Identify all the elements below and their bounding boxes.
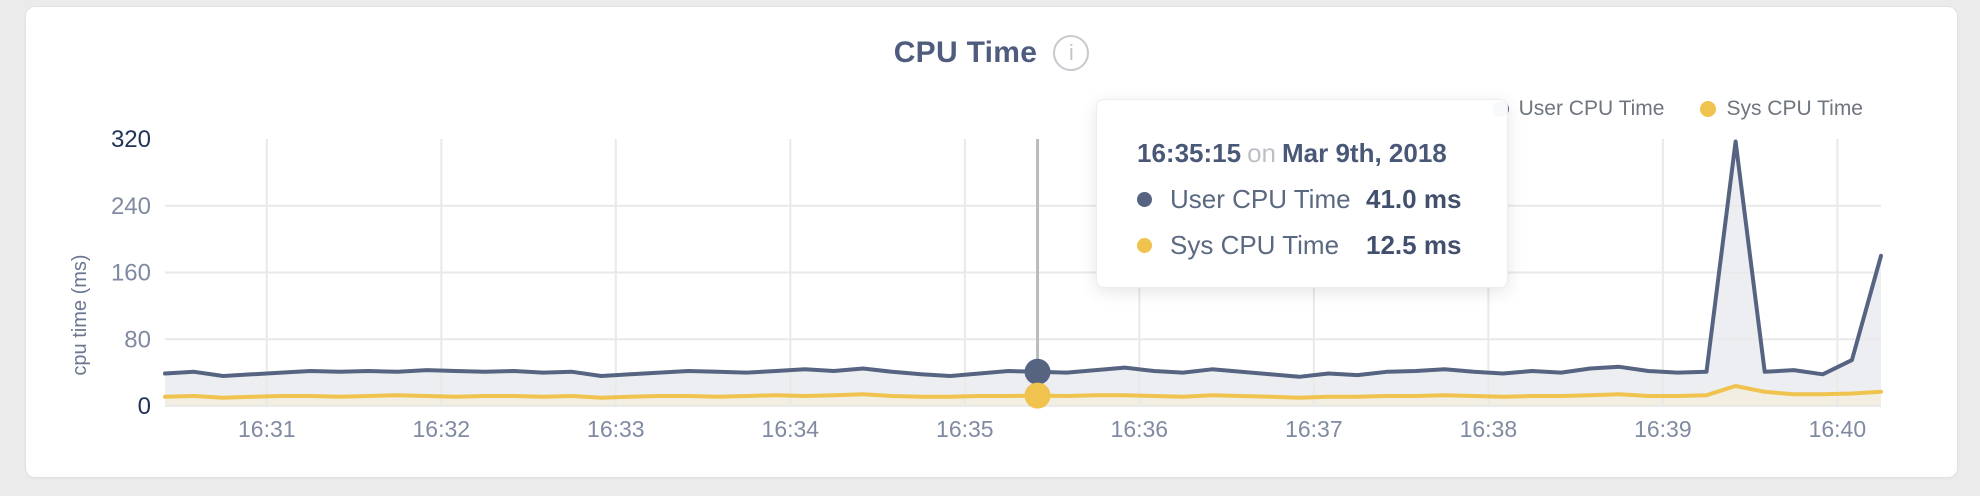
tooltip-label-user: User CPU Time — [1170, 184, 1351, 214]
tooltip-row-user: User CPU Time 41.0 ms — [1137, 184, 1481, 215]
info-icon[interactable]: i — [1053, 35, 1090, 71]
tooltip-label-sys: Sys CPU Time — [1170, 230, 1340, 260]
tooltip-time: 16:35:15 — [1137, 138, 1242, 168]
chart-tooltip: 16:35:15 on Mar 9th, 2018 User CPU Time 41… — [1096, 99, 1508, 288]
info-icon-glyph: i — [1068, 40, 1074, 65]
x-tick-label: 16:38 — [1460, 416, 1518, 442]
chart-header: CPU Time i — [26, 33, 1957, 73]
y-tick-label: 0 — [138, 393, 151, 420]
user-cpu-time-area — [165, 141, 1881, 406]
chart-title: CPU Time — [893, 36, 1038, 69]
y-tick-label: 80 — [124, 326, 151, 353]
x-tick-label: 16:36 — [1111, 416, 1169, 442]
x-tick-label: 16:32 — [413, 416, 471, 442]
legend-dot-sys-icon — [1700, 101, 1717, 117]
user-cpu-time-line — [163, 139, 1883, 379]
tooltip-header: 16:35:15 on Mar 9th, 2018 — [1137, 138, 1481, 169]
x-tick-label: 16:35 — [936, 416, 994, 442]
sys-cpu-time-line — [163, 384, 1883, 400]
chart-legend: User CPU Time Sys CPU Time — [1492, 97, 1863, 121]
tooltip-dot-sys-icon — [1137, 238, 1152, 253]
tooltip-dot-user-icon — [1137, 192, 1152, 207]
tooltip-value-user: 41.0 ms — [1366, 184, 1462, 214]
x-tick-label: 16:31 — [238, 416, 296, 442]
legend-label-user: User CPU Time — [1518, 97, 1665, 120]
cpu-time-chart[interactable]: 0 80 160 240 320 16:31 16:32 16:33 16:34 16:35 16:… — [26, 7, 1957, 477]
cpu-time-panel: 0 80 160 240 320 16:31 16:32 16:33 16:34 16:35 16:… — [25, 6, 1958, 478]
y-tick-label: 320 — [111, 126, 151, 153]
x-tick-label: 16:39 — [1634, 416, 1692, 442]
legend-item-user-cpu-time[interactable]: User CPU Time — [1492, 97, 1665, 121]
hover-marker-user-cpu-time — [1024, 358, 1051, 385]
legend-item-sys-cpu-time[interactable]: Sys CPU Time — [1700, 97, 1863, 121]
tooltip-connector: on — [1247, 138, 1276, 168]
y-axis-title: cpu time (ms) — [69, 254, 91, 375]
tooltip-value-sys: 12.5 ms — [1366, 230, 1462, 260]
tooltip-date: Mar 9th, 2018 — [1282, 138, 1447, 168]
legend-label-sys: Sys CPU Time — [1726, 97, 1863, 120]
tooltip-row-sys: Sys CPU Time 12.5 ms — [1137, 230, 1481, 261]
y-tick-label: 160 — [111, 260, 151, 287]
y-tick-label: 240 — [111, 193, 151, 220]
x-tick-label: 16:34 — [762, 416, 820, 442]
x-tick-label: 16:33 — [587, 416, 645, 442]
x-tick-label: 16:37 — [1285, 416, 1343, 442]
hover-marker-sys-cpu-time — [1024, 382, 1051, 409]
x-tick-label: 16:40 — [1809, 416, 1867, 442]
